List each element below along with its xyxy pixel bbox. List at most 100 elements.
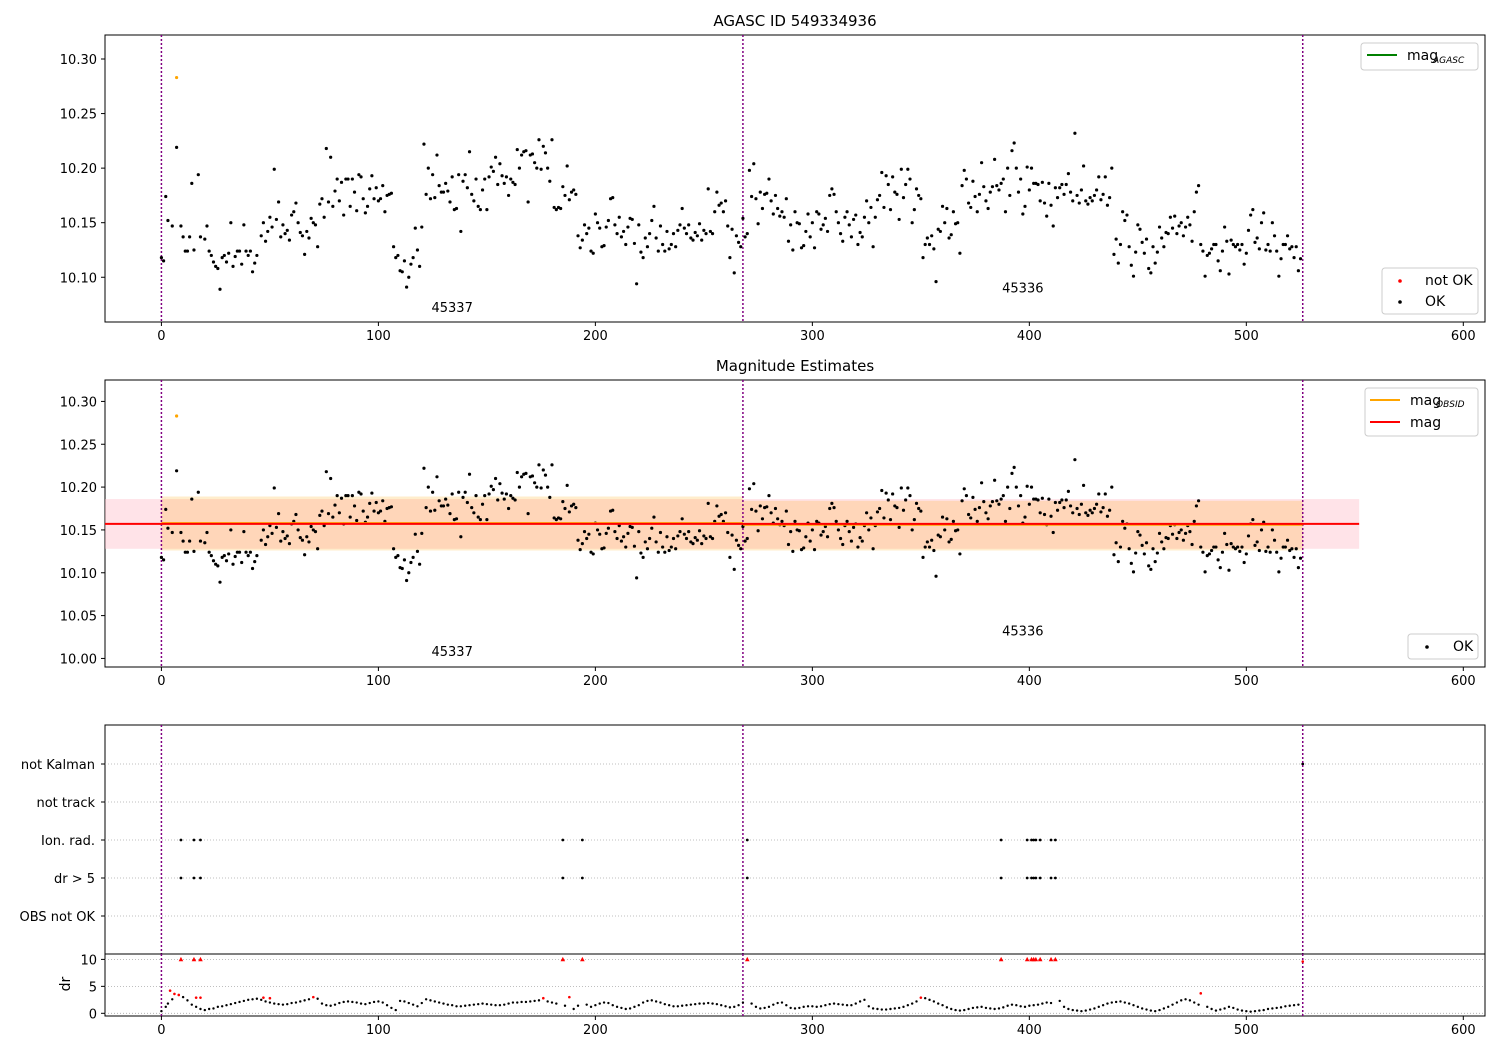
data-point	[1275, 550, 1279, 554]
data-point	[1168, 215, 1172, 219]
data-point	[1021, 212, 1025, 216]
data-point	[980, 481, 984, 485]
data-point	[467, 472, 472, 476]
data-point	[656, 550, 660, 554]
data-point	[246, 554, 250, 558]
data-point	[880, 170, 884, 175]
data-point	[474, 494, 478, 498]
data-point	[754, 197, 758, 201]
data-point	[743, 539, 747, 543]
data-point	[702, 1002, 706, 1005]
data-point	[1190, 542, 1194, 547]
data-point	[348, 515, 352, 519]
data-point	[676, 1005, 680, 1008]
data-point	[305, 535, 309, 539]
data-point	[1068, 504, 1073, 508]
data-point	[1262, 1008, 1265, 1012]
data-point	[537, 999, 541, 1002]
data-point	[736, 543, 741, 547]
data-point	[485, 1002, 489, 1006]
x-tick-label: 400	[1017, 1023, 1042, 1038]
dr-flag-point	[173, 992, 176, 996]
data-point	[769, 199, 773, 203]
data-point	[1229, 238, 1233, 242]
data-point	[1155, 250, 1159, 254]
data-point	[773, 506, 778, 511]
data-point	[1019, 177, 1023, 181]
data-point	[589, 1005, 593, 1009]
data-point	[1071, 199, 1075, 203]
data-point	[1177, 530, 1181, 535]
data-point	[595, 528, 600, 532]
data-point	[865, 199, 869, 203]
data-point	[1090, 511, 1094, 515]
data-point	[333, 1003, 337, 1006]
data-point	[530, 152, 535, 156]
data-point	[1036, 1003, 1040, 1006]
data-point	[1080, 1009, 1083, 1013]
data-point	[828, 506, 832, 511]
data-point	[652, 515, 656, 519]
legend-marker-ok	[1398, 300, 1402, 304]
data-point	[411, 1003, 415, 1006]
data-point	[1162, 245, 1166, 249]
data-point	[164, 1005, 167, 1009]
data-point	[313, 530, 318, 534]
data-point	[1249, 213, 1253, 217]
data-point	[741, 1001, 745, 1004]
data-point	[689, 540, 693, 544]
data-point	[543, 151, 548, 155]
data-point	[1062, 192, 1066, 196]
data-point	[893, 504, 897, 508]
data-point	[261, 221, 265, 225]
data-point	[697, 222, 702, 226]
data-point	[843, 215, 847, 219]
data-point	[784, 509, 788, 513]
data-point	[648, 232, 652, 236]
data-point	[1196, 499, 1201, 503]
data-point	[1145, 1008, 1148, 1011]
data-point	[352, 190, 357, 194]
data-point	[1110, 485, 1114, 489]
data-point	[250, 566, 255, 571]
data-point	[1155, 551, 1159, 555]
data-point	[975, 210, 979, 214]
data-point	[667, 247, 671, 251]
data-point	[1188, 999, 1192, 1002]
data-point	[1095, 188, 1099, 192]
data-point	[372, 509, 376, 513]
data-point	[611, 195, 615, 200]
y-tick-label: 10.15	[60, 217, 97, 232]
legend-box	[1381, 267, 1479, 315]
data-point	[281, 1003, 285, 1006]
data-point	[331, 515, 335, 519]
data-point	[598, 532, 602, 536]
data-point	[832, 1002, 836, 1005]
data-point	[1270, 221, 1274, 225]
dr-flag-point	[194, 996, 198, 999]
data-point	[535, 485, 539, 489]
data-point	[619, 235, 624, 239]
data-point	[1006, 166, 1010, 170]
data-point	[1266, 1007, 1270, 1011]
data-point	[678, 223, 682, 227]
data-point	[607, 1001, 610, 1005]
data-point	[364, 1002, 367, 1006]
data-point	[624, 1007, 627, 1011]
data-point	[517, 166, 522, 170]
data-point	[270, 531, 274, 535]
data-point	[632, 544, 637, 548]
data-point	[511, 496, 515, 500]
data-point	[1180, 999, 1183, 1002]
data-point	[708, 229, 712, 234]
data-point	[893, 190, 897, 194]
data-point	[1129, 561, 1133, 565]
data-point	[1279, 556, 1283, 560]
data-point	[737, 1004, 740, 1007]
data-point	[1284, 1005, 1287, 1008]
data-point	[244, 550, 248, 554]
data-point	[593, 212, 597, 216]
data-point	[251, 998, 254, 1001]
data-point	[585, 232, 589, 236]
data-point	[1106, 1002, 1109, 1005]
